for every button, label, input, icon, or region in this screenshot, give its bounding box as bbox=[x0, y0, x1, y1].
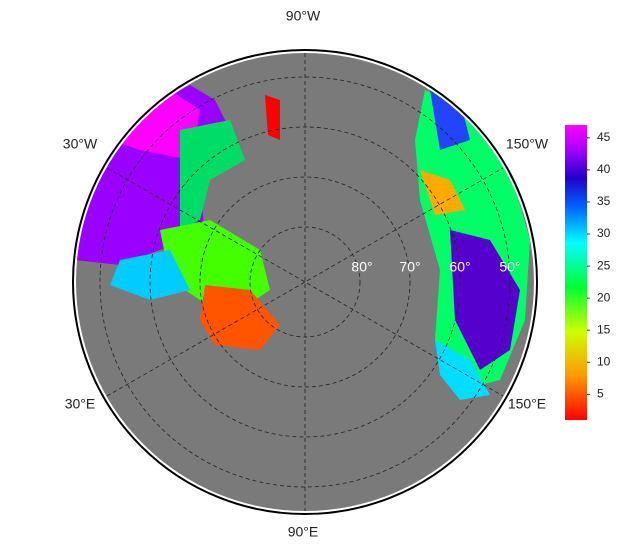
field-patch bbox=[435, 340, 490, 400]
data-field bbox=[76, 85, 530, 400]
field-patch bbox=[265, 95, 280, 140]
longitude-label: 30°W bbox=[63, 136, 98, 152]
graticule-circle bbox=[199, 176, 411, 388]
colorbar-tick-label: 15 bbox=[597, 322, 611, 336]
longitude-label: 90°W bbox=[286, 8, 321, 24]
latitude-label: 50° bbox=[499, 259, 520, 275]
latitude-label: 60° bbox=[449, 259, 470, 275]
graticule bbox=[99, 53, 511, 511]
field-patch bbox=[420, 170, 465, 215]
colorbar-tick-label: 45 bbox=[597, 130, 611, 144]
colorbar-tick-label: 25 bbox=[597, 258, 611, 272]
field-patch bbox=[180, 120, 245, 230]
field-patch bbox=[450, 230, 520, 370]
colorbar-tick-label: 5 bbox=[597, 387, 604, 401]
latitude-label: 80° bbox=[351, 259, 372, 275]
longitude-label: 90°E bbox=[288, 524, 319, 540]
field-patch bbox=[110, 90, 200, 160]
colorbar-tick-label: 30 bbox=[597, 226, 611, 240]
colorbar bbox=[565, 125, 587, 420]
graticule-meridian bbox=[106, 167, 504, 397]
field-patch bbox=[200, 285, 280, 350]
graticule-meridian bbox=[106, 167, 504, 397]
latitude-label: 70° bbox=[399, 259, 420, 275]
longitude-label: 150°E bbox=[508, 396, 546, 412]
graticule-circle bbox=[99, 76, 511, 488]
colorbar-tick-label: 35 bbox=[597, 194, 611, 208]
colorbar-tick-label: 20 bbox=[597, 290, 611, 304]
colorbar-tick-label: 10 bbox=[597, 354, 611, 368]
longitude-label: 150°W bbox=[506, 136, 549, 152]
colorbar-tick-label: 40 bbox=[597, 162, 611, 176]
longitude-label: 30°E bbox=[65, 396, 96, 412]
